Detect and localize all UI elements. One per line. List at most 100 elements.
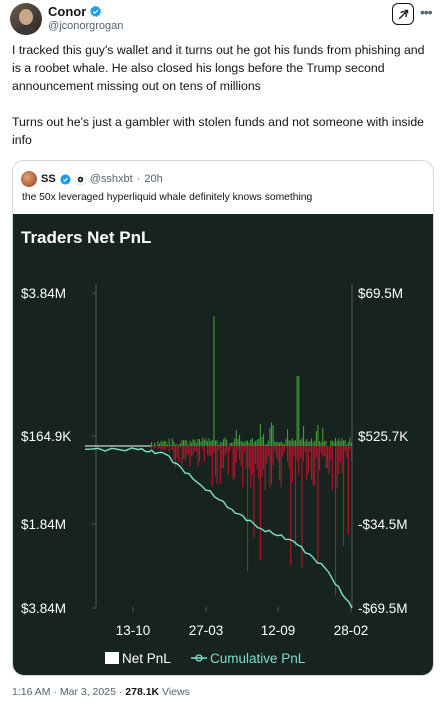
meta-separator: · — [118, 686, 123, 698]
net-pnl-bar-positive — [199, 439, 201, 446]
net-pnl-bar-positive — [296, 376, 298, 446]
net-pnl-bar-negative — [349, 446, 351, 450]
author-name-text[interactable]: Conor — [48, 4, 87, 19]
net-pnl-bar-negative — [184, 446, 186, 460]
net-pnl-bar-positive — [243, 442, 245, 446]
quoted-tweet-header: SS @sshxbt · 20h — [21, 171, 163, 187]
net-pnl-bar-positive — [218, 445, 220, 446]
net-pnl-bar-negative — [317, 446, 319, 563]
net-pnl-bar-negative — [224, 446, 226, 457]
tweet-time[interactable]: 1:16 AM — [12, 686, 51, 698]
left-axis-tick-label: $1.84M — [21, 517, 66, 532]
quoted-author-avatar[interactable] — [21, 171, 37, 187]
net-pnl-bar-negative — [339, 446, 341, 463]
net-pnl-bar-negative — [346, 446, 348, 458]
quoted-time[interactable]: 20h — [144, 173, 163, 185]
net-pnl-bar-negative — [227, 446, 229, 475]
net-pnl-bar-negative — [274, 446, 276, 450]
net-pnl-bar-positive — [285, 439, 287, 446]
net-pnl-bar-positive — [274, 441, 276, 446]
net-pnl-bar-negative — [229, 446, 231, 451]
net-pnl-bar-negative — [325, 446, 327, 469]
legend-net-pnl-swatch — [105, 652, 119, 664]
net-pnl-bar-negative — [328, 446, 330, 475]
net-pnl-bar-negative — [259, 446, 261, 561]
quoted-tweet[interactable]: SS @sshxbt · 20h the 50x leveraged hyper… — [12, 160, 434, 676]
net-pnl-bar-positive — [295, 440, 297, 446]
grok-button[interactable] — [392, 3, 414, 25]
net-pnl-bar-positive — [226, 439, 228, 446]
cumulative-pnl-line — [84, 447, 353, 609]
net-pnl-bar-positive — [152, 445, 154, 446]
net-pnl-bar-negative — [239, 446, 241, 460]
grok-icon — [398, 9, 408, 19]
net-pnl-bar-positive — [346, 444, 348, 446]
net-pnl-bar-negative — [165, 446, 167, 450]
net-pnl-bar-negative — [271, 446, 273, 484]
net-pnl-bar-negative — [191, 446, 193, 457]
net-pnl-bar-negative — [171, 446, 173, 450]
net-pnl-bar-positive — [171, 438, 173, 446]
x-axis-tick-label: 27-03 — [189, 623, 224, 638]
legend-net-pnl-label: Net PnL — [122, 651, 171, 666]
net-pnl-bar-negative — [323, 446, 325, 456]
net-pnl-bar-negative — [200, 446, 202, 447]
net-pnl-bar-positive — [247, 440, 249, 446]
net-pnl-bar-positive — [275, 442, 277, 446]
net-pnl-bar-positive — [154, 442, 156, 446]
net-pnl-bars — [85, 316, 353, 596]
net-pnl-bar-positive — [170, 445, 172, 446]
net-pnl-bar-positive — [192, 439, 194, 446]
more-options-button[interactable]: ••• — [420, 4, 433, 20]
net-pnl-bar-negative — [234, 446, 236, 479]
author-name[interactable]: Conor — [48, 4, 102, 19]
net-pnl-bar-negative — [195, 446, 197, 452]
net-pnl-bar-negative — [295, 446, 297, 547]
net-pnl-bar-positive — [157, 441, 159, 446]
net-pnl-bar-negative — [288, 446, 290, 469]
quoted-author-handle[interactable]: @sshxbt — [89, 173, 133, 185]
left-axis-tick-label: $164.9K — [21, 429, 71, 444]
net-pnl-bar-positive — [167, 444, 169, 446]
net-pnl-bar-positive — [195, 442, 197, 446]
author-avatar[interactable] — [10, 3, 42, 35]
net-pnl-bar-positive — [219, 441, 221, 446]
net-pnl-bar-positive — [231, 442, 233, 446]
net-pnl-bar-positive — [319, 441, 321, 446]
net-pnl-bar-negative — [267, 446, 269, 457]
quoted-author-name[interactable]: SS — [41, 173, 56, 185]
net-pnl-bar-negative — [283, 446, 285, 452]
net-pnl-bar-negative — [314, 446, 316, 487]
net-pnl-bar-positive — [200, 441, 202, 446]
affiliate-badge-icon — [74, 173, 86, 185]
tweet-text: I tracked this guy's wallet and it turns… — [12, 43, 425, 147]
right-axis-tick-label: -$69.5M — [358, 601, 408, 616]
net-pnl-bar-positive — [282, 442, 284, 446]
net-pnl-bar-positive — [211, 439, 213, 446]
net-pnl-bar-negative — [251, 446, 253, 475]
net-pnl-bar-negative — [263, 446, 265, 470]
net-pnl-bar-positive — [287, 429, 289, 446]
net-pnl-bar-negative — [213, 446, 215, 453]
net-pnl-bar-negative — [176, 446, 178, 458]
net-pnl-bar-positive — [263, 434, 265, 446]
net-pnl-bar-negative — [256, 446, 258, 469]
net-pnl-bar-negative — [199, 446, 201, 462]
net-pnl-bar-negative — [266, 446, 268, 464]
net-pnl-bar-positive — [272, 425, 274, 446]
net-pnl-bar-positive — [203, 440, 205, 446]
net-pnl-bar-positive — [277, 441, 279, 446]
net-pnl-bar-negative — [175, 446, 177, 467]
net-pnl-bar-negative — [219, 446, 221, 484]
net-pnl-bar-negative — [226, 446, 228, 453]
net-pnl-bar-positive — [330, 440, 332, 446]
net-pnl-bar-negative — [293, 446, 295, 456]
net-pnl-bar-negative — [309, 446, 311, 453]
tweet-date[interactable]: Mar 3, 2025 — [59, 686, 116, 698]
net-pnl-bar-negative — [319, 446, 321, 471]
author-handle[interactable]: @jconorgrogan — [48, 20, 124, 32]
net-pnl-bar-positive — [279, 442, 281, 446]
traders-net-pnl-chart[interactable]: Traders Net PnL $3.84M $164.9K $1.84M $3.84… — [13, 214, 433, 675]
net-pnl-bar-positive — [208, 438, 210, 446]
net-pnl-bar-negative — [277, 446, 279, 461]
